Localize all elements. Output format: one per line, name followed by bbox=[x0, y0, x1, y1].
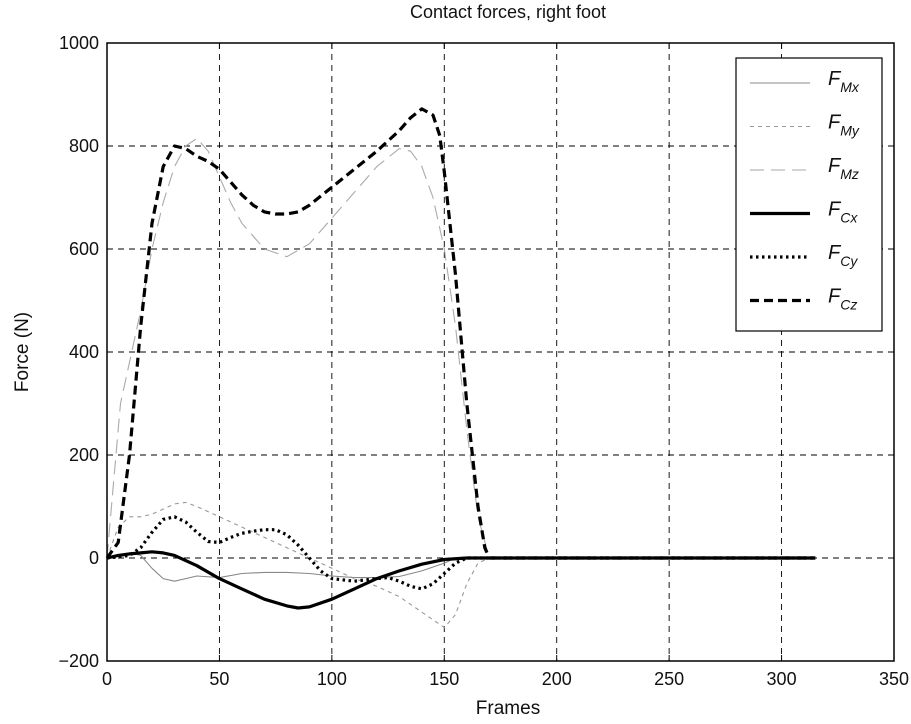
y-tick-label: 400 bbox=[69, 342, 99, 362]
x-tick-label: 300 bbox=[767, 669, 797, 689]
x-tick-label: 150 bbox=[429, 669, 459, 689]
y-tick-label: 800 bbox=[69, 136, 99, 156]
y-tick-label: −200 bbox=[58, 651, 99, 671]
x-tick-label: 50 bbox=[209, 669, 229, 689]
x-tick-label: 200 bbox=[542, 669, 572, 689]
x-tick-label: 250 bbox=[654, 669, 684, 689]
chart-title: Contact forces, right foot bbox=[410, 2, 606, 22]
y-tick-label: 200 bbox=[69, 445, 99, 465]
y-tick-label: 600 bbox=[69, 239, 99, 259]
ticks: 0 50 100 150 200 250 300 350−200020040060080010… bbox=[58, 33, 909, 689]
x-tick-label: 350 bbox=[879, 669, 909, 689]
series-group bbox=[105, 107, 816, 629]
series-line-mz bbox=[106, 137, 816, 559]
y-axis-label: Force (N) bbox=[12, 312, 33, 392]
series-line-cy bbox=[106, 515, 816, 591]
x-tick-label: 0 bbox=[102, 669, 112, 689]
y-tick-label: 0 bbox=[89, 548, 99, 568]
series-line-my bbox=[106, 501, 816, 629]
y-tick-label: 1000 bbox=[59, 33, 99, 53]
x-axis-label: Frames bbox=[476, 698, 540, 719]
legend-box bbox=[735, 57, 883, 332]
series-line-cz bbox=[105, 107, 816, 560]
x-tick-label: 100 bbox=[317, 669, 347, 689]
